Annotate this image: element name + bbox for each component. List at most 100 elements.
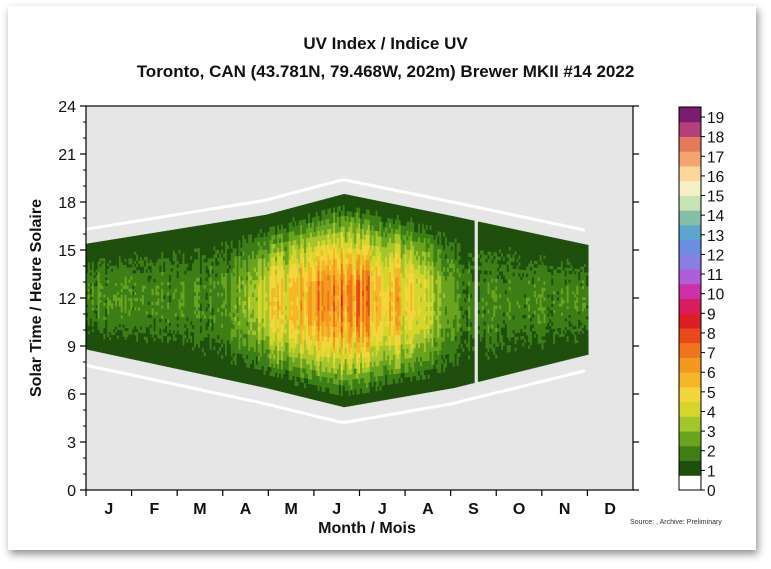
uv-cell	[91, 272, 95, 276]
uv-cell	[86, 256, 89, 260]
uv-cell	[197, 332, 201, 337]
uv-cell	[186, 277, 189, 282]
uv-cell	[169, 271, 172, 276]
uv-cell	[161, 231, 164, 236]
uv-cell	[118, 258, 122, 263]
uv-cell	[159, 361, 162, 366]
uv-cell	[118, 326, 122, 331]
uv-cell	[192, 321, 195, 326]
uv-cell	[176, 232, 180, 237]
uv-cell	[194, 343, 197, 348]
uv-cell	[132, 242, 135, 246]
uv-cell	[215, 222, 218, 228]
uv-cell	[182, 320, 186, 325]
uv-cell	[143, 336, 147, 340]
uv-cell	[116, 241, 120, 245]
uv-cell	[155, 331, 159, 335]
uv-cell	[111, 242, 114, 246]
uv-cell	[211, 311, 215, 316]
uv-cell	[124, 279, 128, 283]
uv-cell	[111, 297, 114, 301]
uv-cell	[87, 267, 91, 271]
uv-cell	[141, 244, 145, 248]
uv-cell	[151, 353, 155, 358]
uv-cell	[192, 266, 195, 271]
uv-cell	[93, 291, 97, 295]
uv-cell	[215, 269, 218, 274]
uv-cell	[101, 333, 104, 337]
uv-cell	[219, 268, 222, 274]
uv-cell	[163, 345, 166, 350]
uv-cell	[93, 255, 97, 260]
uv-cell	[182, 231, 186, 236]
uv-cell	[141, 297, 145, 302]
uv-cell	[143, 288, 147, 292]
uv-cell	[99, 346, 103, 350]
uv-cell	[87, 344, 91, 348]
uv-cell	[89, 317, 93, 321]
uv-cell	[211, 261, 215, 266]
uv-cell	[203, 265, 207, 270]
uv-cell	[111, 302, 114, 307]
uv-cell	[151, 340, 155, 345]
uv-cell	[126, 351, 130, 356]
uv-cell	[207, 280, 211, 285]
uv-cell	[211, 292, 215, 297]
uv-cell	[145, 265, 149, 270]
uv-cell	[138, 288, 141, 292]
uv-cell	[130, 273, 133, 277]
uv-cell	[174, 298, 178, 303]
uv-cell	[217, 346, 220, 351]
uv-cell	[95, 310, 99, 314]
uv-cell	[174, 364, 178, 369]
uv-cell	[197, 303, 201, 308]
uv-cell	[132, 251, 135, 255]
uv-cell	[155, 248, 159, 253]
uv-cell	[116, 262, 120, 266]
uv-cell	[151, 320, 155, 325]
uv-cell	[190, 241, 193, 246]
uv-cell	[93, 326, 97, 330]
uv-cell	[101, 310, 104, 314]
uv-cell	[205, 235, 209, 240]
uv-cell	[215, 349, 218, 355]
uv-cell	[180, 348, 184, 353]
uv-cell	[176, 330, 180, 335]
uv-cell	[223, 366, 226, 372]
uv-cell	[86, 270, 89, 274]
uv-cell	[134, 282, 137, 286]
uv-cell	[155, 265, 159, 270]
uv-cell	[180, 281, 184, 286]
uv-cell	[159, 315, 162, 319]
uv-cell	[101, 338, 104, 342]
uv-cell	[157, 258, 160, 263]
uv-cell	[147, 252, 151, 257]
uv-cell	[86, 272, 89, 276]
uv-cell	[153, 262, 157, 266]
uv-cell	[197, 354, 201, 359]
uv-cell	[209, 235, 213, 240]
uv-cell	[132, 239, 135, 243]
uv-cell	[113, 331, 116, 336]
uv-cell	[165, 318, 168, 323]
uv-cell	[176, 256, 180, 261]
uv-cell	[161, 268, 164, 273]
uv-cell	[99, 302, 103, 306]
uv-cell	[89, 291, 93, 295]
uv-cell	[201, 277, 205, 282]
uv-cell	[99, 252, 103, 256]
uv-cell	[86, 314, 89, 318]
uv-cell	[197, 310, 201, 315]
uv-cell	[167, 254, 170, 259]
uv-cell	[147, 327, 151, 331]
uv-cell	[86, 325, 89, 329]
uv-cell	[122, 342, 126, 346]
uv-cell	[209, 356, 213, 361]
uv-cell	[95, 247, 99, 251]
uv-cell	[134, 279, 137, 283]
uv-cell	[207, 284, 211, 289]
uv-cell	[130, 257, 133, 262]
uv-cell	[199, 329, 203, 334]
uv-cell	[169, 353, 172, 358]
uv-cell	[186, 259, 189, 264]
